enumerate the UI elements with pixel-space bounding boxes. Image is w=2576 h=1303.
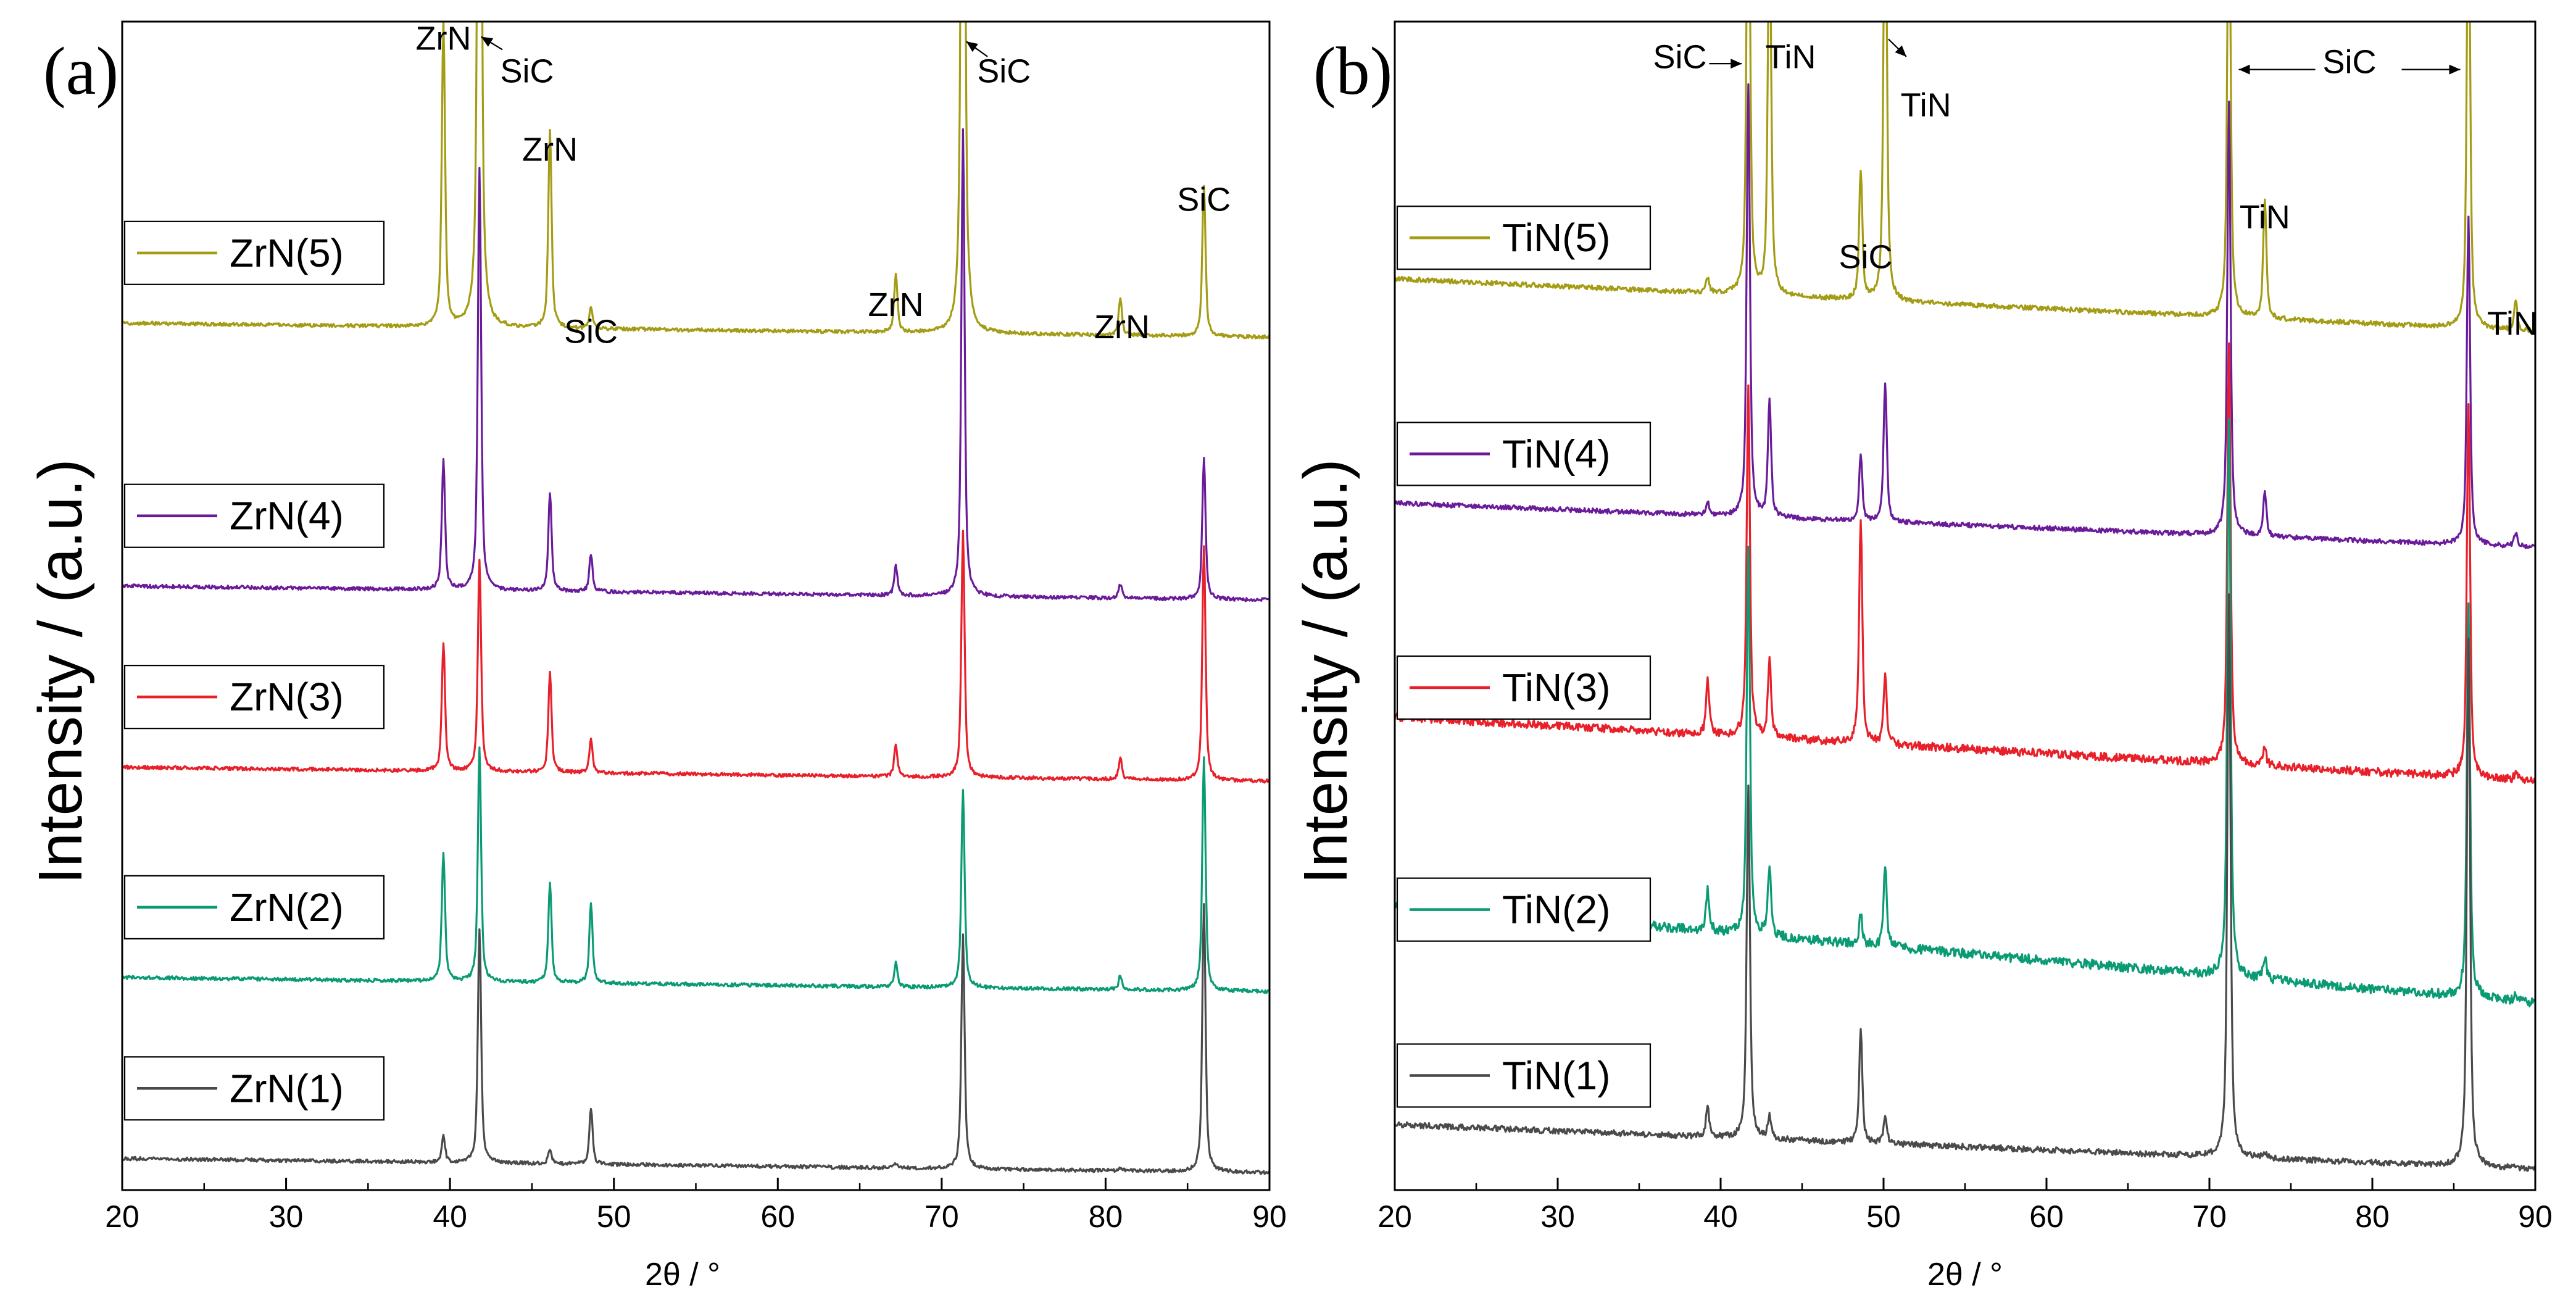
legend-entry-tin4: TiN(4) [1396, 422, 1652, 486]
legend-label: ZrN(2) [230, 885, 344, 930]
x-tick-label: 30 [1540, 1199, 1575, 1234]
legend-entry-tin5: TiN(5) [1396, 206, 1652, 270]
peak-label-zrn: ZrN [416, 20, 472, 57]
legend-entry-zrn2: ZrN(2) [123, 875, 385, 939]
peak-label-sic: SiC [2323, 43, 2377, 80]
panel-a-axes: 20 30 40 50 60 70 80 90 [105, 20, 1287, 1234]
x-tick-label: 20 [1377, 1199, 1412, 1234]
panel-b-annotations: SiC TiN TiN SiC SiC TiN TiN [1653, 38, 2538, 342]
panel-b-tag: (b) [1313, 33, 1392, 109]
legend-label: TiN(2) [1502, 888, 1610, 932]
panel-a-ylabel: Intensity / (a.u.) [26, 459, 95, 884]
legend-entry-tin3: TiN(3) [1396, 655, 1652, 720]
panel-b-axes: 20 30 40 50 60 70 80 90 [1377, 20, 2553, 1234]
legend-box [123, 220, 385, 285]
x-tick-label: 80 [2355, 1199, 2390, 1234]
peak-label-sic: SiC [564, 314, 618, 351]
panel-b: (b) Intensity / (a.u.) 2θ / ° SiC TiNTiNS… [1291, 20, 2553, 1293]
legend-entry-zrn1: ZrN(1) [123, 1056, 385, 1121]
legend-label: ZrN(5) [230, 231, 344, 275]
x-tick-label: 60 [760, 1199, 795, 1234]
legend-entry-zrn3: ZrN(3) [123, 665, 385, 730]
panel-a-series-group [122, 22, 1269, 1175]
panel-b-ylabel: Intensity / (a.u.) [1291, 459, 1360, 884]
panel-a-tag: (a) [43, 33, 118, 109]
annotation-arrowhead [2449, 64, 2461, 75]
peak-label-tin: TiN [2487, 305, 2538, 342]
x-tick-label: 80 [1089, 1199, 1123, 1234]
panel-b-xlabel: 2θ / ° [1927, 1257, 2003, 1293]
legend-label: TiN(5) [1502, 215, 1610, 260]
panel-a: (a) Intensity / (a.u.) 2θ / ° ZrN SiC ZrN S… [26, 20, 1287, 1293]
annotation-arrowhead [481, 36, 494, 47]
x-tick-label: 50 [1866, 1199, 1901, 1234]
series-tin4 [1395, 83, 2535, 549]
x-tick-label: 70 [2192, 1199, 2227, 1234]
legend-label: ZrN(1) [230, 1066, 344, 1110]
peak-label-sic: SiC [977, 52, 1031, 90]
annotation-arrowhead [2238, 64, 2250, 75]
peak-label-tin: TiN [1901, 86, 1951, 123]
x-tick-label: 70 [924, 1199, 959, 1234]
x-tick-label: 90 [1252, 1199, 1287, 1234]
legend-label: TiN(3) [1502, 665, 1610, 710]
legend-label: ZrN(3) [230, 675, 344, 719]
x-tick-label: 60 [2029, 1199, 2064, 1234]
peak-label-zrn: ZrN [1094, 309, 1150, 346]
peak-label-sic: SiC [1177, 181, 1231, 219]
legend-entry-zrn4: ZrN(4) [123, 483, 385, 548]
annotation-arrowhead [966, 41, 978, 52]
legend-entry-tin1: TiN(1) [1396, 1043, 1652, 1108]
peak-label-tin: TiN [2240, 199, 2290, 236]
x-tick-label: 20 [105, 1199, 139, 1234]
panel-a-legend: ZrN(5) ZrN(4) ZrN(3) ZrN(2) ZrN(1) [123, 220, 385, 1121]
peak-label-tin: TiN [1766, 39, 1816, 76]
panel-b-legend: TiN(5) TiN(4) TiN(3) TiN(2) TiN(1) [1396, 206, 1652, 1108]
series-tin1 [1395, 593, 2535, 1172]
peak-label-zrn: ZrN [522, 131, 578, 168]
annotation-arrowhead [1730, 59, 1742, 69]
peak-label-sic: SiC [1839, 238, 1892, 275]
series-tin5 [1395, 22, 2535, 334]
legend-entry-zrn5: ZrN(5) [123, 220, 385, 285]
peak-label-zrn: ZrN [868, 286, 924, 323]
x-tick-label: 30 [269, 1199, 304, 1234]
panel-a-xlabel: 2θ / ° [645, 1257, 720, 1293]
series-tin3 [1395, 342, 2535, 784]
legend-label: TiN(1) [1502, 1053, 1610, 1097]
series-zrn5 [122, 22, 1269, 339]
x-tick-label: 40 [433, 1199, 467, 1234]
x-tick-label: 90 [2518, 1199, 2553, 1234]
series-zrn3 [122, 530, 1269, 784]
series-zrn2 [122, 746, 1269, 994]
legend-box [123, 875, 385, 939]
peak-label-sic: SiC [1653, 39, 1706, 76]
series-zrn4 [122, 128, 1269, 602]
panel-a-annotations: ZrN SiC ZrN SiC ZrN SiC ZrN SiC [416, 20, 1231, 350]
x-tick-label: 50 [597, 1199, 631, 1234]
legend-label: ZrN(4) [230, 494, 344, 538]
series-zrn1 [122, 903, 1269, 1175]
legend-entry-tin2: TiN(2) [1396, 877, 1652, 942]
annotation-arrowhead [1895, 45, 1906, 57]
legend-label: TiN(4) [1502, 431, 1610, 476]
x-tick-label: 40 [1703, 1199, 1738, 1234]
peak-label-sic: SiC [500, 52, 554, 90]
panel-b-series-group [1395, 22, 2535, 1172]
